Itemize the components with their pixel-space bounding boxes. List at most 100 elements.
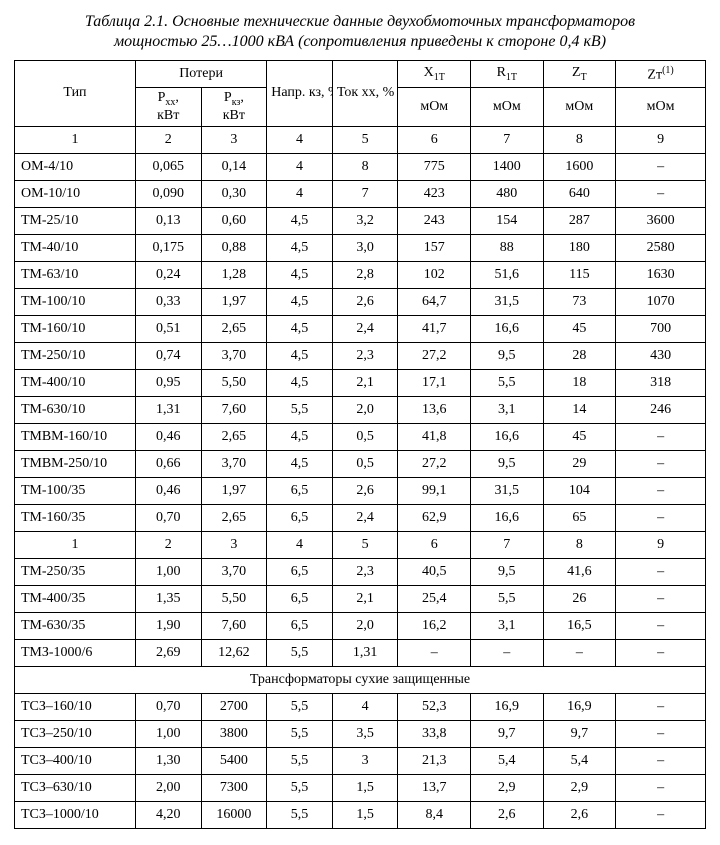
cell-value: 0,175 (135, 234, 201, 261)
cell-value: 1600 (543, 153, 616, 180)
transformer-table: Тип Потери Напр. кз, % Ток хх, % X1T R1T… (14, 60, 706, 829)
cell-value: – (471, 639, 544, 666)
cell-value: 0,24 (135, 261, 201, 288)
cell-value: 0,46 (135, 423, 201, 450)
cell-type: ТМ-400/10 (15, 369, 136, 396)
table-row: ТМ-160/350,702,656,52,462,916,665– (15, 504, 706, 531)
cell-value: 2,4 (332, 315, 398, 342)
cell-value: 7,60 (201, 612, 267, 639)
cell-value: 5400 (201, 747, 267, 774)
cell-type: ТМ-100/35 (15, 477, 136, 504)
cell-type: ТСЗ–400/10 (15, 747, 136, 774)
cell-type: ОМ-10/10 (15, 180, 136, 207)
column-number: 7 (471, 531, 544, 558)
cell-value: 4,5 (267, 369, 333, 396)
column-number: 2 (135, 126, 201, 153)
cell-value: 318 (616, 369, 706, 396)
col-uk: Напр. кз, % (267, 61, 333, 127)
cell-value: 4,5 (267, 450, 333, 477)
cell-value: 5,5 (471, 369, 544, 396)
cell-value: 73 (543, 288, 616, 315)
table-row: ОМ-4/100,0650,144877514001600– (15, 153, 706, 180)
cell-value: – (616, 747, 706, 774)
table-row: ТМ-160/100,512,654,52,441,716,645700 (15, 315, 706, 342)
cell-value: – (616, 153, 706, 180)
cell-value: 0,70 (135, 693, 201, 720)
col-losses: Потери (135, 61, 266, 88)
cell-type: ТМ-40/10 (15, 234, 136, 261)
table-row: ТСЗ–160/100,7027005,5452,316,916,9– (15, 693, 706, 720)
cell-type: ОМ-4/10 (15, 153, 136, 180)
column-number: 8 (543, 531, 616, 558)
cell-value: 2,00 (135, 774, 201, 801)
cell-value: – (616, 180, 706, 207)
cell-value: 5,5 (267, 396, 333, 423)
table-row: ТМЗ-1000/62,6912,625,51,31–––– (15, 639, 706, 666)
cell-value: 5,50 (201, 369, 267, 396)
cell-value: 3,70 (201, 342, 267, 369)
cell-value: 17,1 (398, 369, 471, 396)
table-row: ТСЗ–1000/104,20160005,51,58,42,62,6– (15, 801, 706, 828)
cell-value: 13,6 (398, 396, 471, 423)
cell-value: – (616, 693, 706, 720)
col-ixx: Ток хх, % (332, 61, 398, 127)
cell-value: 41,6 (543, 558, 616, 585)
cell-value: 0,74 (135, 342, 201, 369)
cell-value: 99,1 (398, 477, 471, 504)
cell-value: 1,5 (332, 801, 398, 828)
cell-value: 2,8 (332, 261, 398, 288)
column-number: 9 (616, 531, 706, 558)
table-row: ТМВМ-250/100,663,704,50,527,29,529– (15, 450, 706, 477)
cell-value: 640 (543, 180, 616, 207)
col-pkz: Ркз,кВт (201, 88, 267, 127)
column-number: 8 (543, 126, 616, 153)
cell-value: 2,9 (471, 774, 544, 801)
cell-value: 2,0 (332, 396, 398, 423)
cell-value: 1,31 (332, 639, 398, 666)
cell-value: 9,7 (543, 720, 616, 747)
cell-value: 45 (543, 423, 616, 450)
cell-value: 2,65 (201, 423, 267, 450)
table-row: ТМ-100/350,461,976,52,699,131,5104– (15, 477, 706, 504)
cell-value: 4,5 (267, 234, 333, 261)
cell-value: 4 (332, 693, 398, 720)
column-number: 6 (398, 531, 471, 558)
cell-value: 4,20 (135, 801, 201, 828)
cell-value: 0,13 (135, 207, 201, 234)
cell-value: 5,4 (471, 747, 544, 774)
cell-value: 0,090 (135, 180, 201, 207)
cell-value: 104 (543, 477, 616, 504)
cell-value: 1,28 (201, 261, 267, 288)
table-row: ТМ-40/100,1750,884,53,0157881802580 (15, 234, 706, 261)
cell-value: 16,2 (398, 612, 471, 639)
column-number-row: 123456789 (15, 126, 706, 153)
cell-value: – (398, 639, 471, 666)
cell-value: 51,6 (471, 261, 544, 288)
unit-r1t: мОм (471, 88, 544, 127)
cell-value: 16,6 (471, 315, 544, 342)
cell-value: 7 (332, 180, 398, 207)
cell-value: 2,6 (543, 801, 616, 828)
col-type: Тип (15, 61, 136, 127)
cell-value: – (616, 423, 706, 450)
cell-value: 12,62 (201, 639, 267, 666)
cell-value: 6,5 (267, 558, 333, 585)
cell-value: 3,0 (332, 234, 398, 261)
column-number: 3 (201, 126, 267, 153)
cell-value: 3,1 (471, 612, 544, 639)
cell-value: 29 (543, 450, 616, 477)
table-row: ТМ-250/351,003,706,52,340,59,541,6– (15, 558, 706, 585)
table-row: ТМ-25/100,130,604,53,22431542873600 (15, 207, 706, 234)
cell-value: 2,1 (332, 369, 398, 396)
cell-value: 16,6 (471, 504, 544, 531)
cell-value: 2,65 (201, 504, 267, 531)
column-number: 6 (398, 126, 471, 153)
cell-value: 18 (543, 369, 616, 396)
cell-type: ТСЗ–160/10 (15, 693, 136, 720)
cell-type: ТМ-63/10 (15, 261, 136, 288)
cell-value: 5,5 (267, 801, 333, 828)
cell-value: 27,2 (398, 342, 471, 369)
table-row: ТМВМ-160/100,462,654,50,541,816,645– (15, 423, 706, 450)
cell-value: 5,5 (267, 720, 333, 747)
cell-value: 0,70 (135, 504, 201, 531)
